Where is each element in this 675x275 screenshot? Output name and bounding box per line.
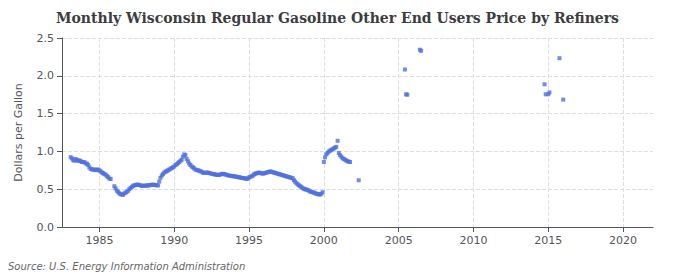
svg-text:0.0: 0.0 (37, 221, 55, 234)
svg-text:Dollars per Gallon: Dollars per Gallon (12, 83, 25, 182)
svg-text:2005: 2005 (385, 234, 413, 247)
svg-text:Source: U.S. Energy Informatio: Source: U.S. Energy Information Administ… (8, 261, 245, 272)
svg-text:0.5: 0.5 (37, 183, 55, 196)
svg-text:1990: 1990 (160, 234, 188, 247)
svg-text:2020: 2020 (609, 234, 637, 247)
svg-text:2.5: 2.5 (37, 32, 55, 45)
svg-text:2010: 2010 (459, 234, 487, 247)
svg-text:2015: 2015 (534, 234, 562, 247)
svg-text:Monthly Wisconsin Regular Gaso: Monthly Wisconsin Regular Gasoline Other… (56, 10, 619, 26)
svg-text:2.0: 2.0 (37, 69, 55, 82)
svg-text:1995: 1995 (235, 234, 263, 247)
svg-text:1.0: 1.0 (37, 145, 55, 158)
svg-text:2000: 2000 (310, 234, 338, 247)
svg-text:1985: 1985 (85, 234, 113, 247)
svg-text:1.5: 1.5 (37, 107, 55, 120)
